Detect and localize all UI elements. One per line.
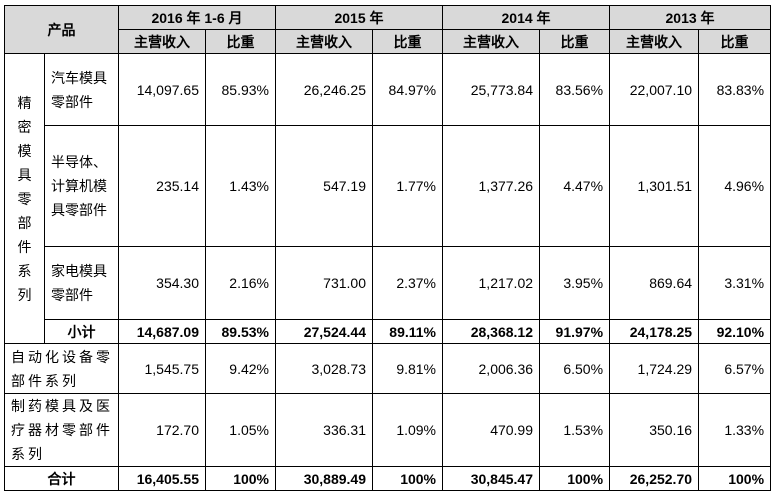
share-cell: 83.83% — [698, 53, 772, 126]
header-share: 比重 — [205, 29, 276, 54]
share-cell: 3.31% — [698, 246, 772, 320]
revenue-cell: 470.99 — [442, 393, 541, 467]
header-row-periods: 产品 2016 年 1-6 月 2015 年 2014 年 2013 年 — [4, 5, 772, 54]
header-period: 2014 年 — [442, 5, 611, 30]
share-cell: 84.97% — [371, 53, 444, 126]
revenue-cell: 27,524.44 — [275, 319, 373, 344]
revenue-cell: 14,687.09 — [118, 319, 206, 344]
revenue-cell: 1,377.26 — [442, 125, 541, 247]
share-cell: 4.96% — [698, 125, 772, 247]
share-cell: 89.11% — [371, 319, 444, 344]
revenue-cell: 354.30 — [118, 246, 206, 320]
revenue-cell: 547.19 — [275, 125, 373, 247]
header-period: 2016 年 1-6 月 — [118, 5, 276, 30]
table-row: 精密模具零部件系列 汽车模具零部件 14,097.65 85.93% 26,24… — [4, 53, 772, 344]
header-period: 2015 年 — [274, 5, 444, 30]
share-cell: 2.37% — [371, 246, 444, 320]
revenue-cell: 1,301.51 — [609, 125, 700, 247]
total-row: 合计 16,405.55 100% 30,889.49 100% 30,845.… — [4, 466, 772, 491]
revenue-cell: 336.31 — [275, 393, 373, 467]
row-label: 自动化设备零部件系列 — [4, 343, 119, 394]
row-label: 制药模具及医疗器材零部件系列 — [4, 393, 119, 467]
revenue-cell: 28,368.12 — [442, 319, 541, 344]
table-row: 自动化设备零部件系列 1,545.75 9.42% 3,028.73 9.81%… — [4, 343, 772, 394]
revenue-cell: 731.00 — [275, 246, 373, 320]
share-cell: 91.97% — [539, 319, 611, 344]
subtotal-row: 小计 14,687.09 89.53% 27,524.44 89.11% 28,… — [5, 319, 772, 344]
header-revenue: 主营收入 — [275, 29, 373, 54]
share-cell: 92.10% — [698, 319, 772, 344]
share-cell: 85.93% — [205, 53, 276, 126]
share-cell: 6.50% — [539, 343, 611, 394]
revenue-cell: 16,405.55 — [118, 466, 206, 491]
revenue-cell: 172.70 — [118, 393, 206, 467]
share-cell: 9.81% — [371, 343, 444, 394]
revenue-cell: 30,845.47 — [442, 466, 541, 491]
header-share: 比重 — [539, 29, 611, 54]
header-product: 产品 — [4, 5, 119, 54]
share-cell: 1.43% — [205, 125, 276, 247]
revenue-cell: 22,007.10 — [609, 53, 700, 126]
table-row: 制药模具及医疗器材零部件系列 172.70 1.05% 336.31 1.09%… — [4, 393, 772, 467]
share-cell: 4.47% — [539, 125, 611, 247]
share-cell: 100% — [205, 466, 276, 491]
share-cell: 2.16% — [205, 246, 276, 320]
row-label: 家电模具零部件 — [44, 246, 119, 320]
table-row: 家电模具零部件 354.30 2.16% 731.00 2.37% 1,217.… — [5, 246, 772, 320]
revenue-cell: 24,178.25 — [609, 319, 700, 344]
header-revenue: 主营收入 — [118, 29, 206, 54]
share-cell: 1.05% — [205, 393, 276, 467]
share-cell: 9.42% — [205, 343, 276, 394]
revenue-cell: 30,889.49 — [275, 466, 373, 491]
header-revenue: 主营收入 — [609, 29, 700, 54]
revenue-cell: 26,252.70 — [609, 466, 700, 491]
share-cell: 83.56% — [539, 53, 611, 126]
revenue-cell: 14,097.65 — [118, 53, 206, 126]
revenue-cell: 1,217.02 — [442, 246, 541, 320]
share-cell: 89.53% — [205, 319, 276, 344]
share-cell: 1.09% — [371, 393, 444, 467]
revenue-cell: 869.64 — [609, 246, 700, 320]
revenue-cell: 235.14 — [118, 125, 206, 247]
revenue-cell: 3,028.73 — [275, 343, 373, 394]
header-share: 比重 — [698, 29, 772, 54]
revenue-cell: 25,773.84 — [442, 53, 541, 126]
revenue-cell: 1,724.29 — [609, 343, 700, 394]
share-cell: 3.95% — [539, 246, 611, 320]
row-label: 半导体、计算机模具零部件 — [44, 125, 119, 247]
group-label-cell: 精密模具零部件系列 — [4, 53, 45, 344]
header-period: 2013 年 — [609, 5, 772, 30]
table-row: 半导体、计算机模具零部件 235.14 1.43% 547.19 1.77% 1… — [5, 125, 772, 247]
row-label: 汽车模具零部件 — [44, 53, 119, 126]
share-cell: 1.53% — [539, 393, 611, 467]
group-label: 精密模具零部件系列 — [17, 94, 32, 303]
share-cell: 100% — [539, 466, 611, 491]
revenue-cell: 26,246.25 — [275, 53, 373, 126]
revenue-cell: 1,545.75 — [118, 343, 206, 394]
revenue-cell: 350.16 — [609, 393, 700, 467]
header-row-metrics: 主营收入 比重 主营收入 比重 主营收入 比重 主营收入 比重 — [5, 29, 772, 54]
header-revenue: 主营收入 — [442, 29, 541, 54]
revenue-table: 产品 2016 年 1-6 月 2015 年 2014 年 2013 年 主营收… — [4, 5, 772, 491]
share-cell: 100% — [371, 466, 444, 491]
revenue-cell: 2,006.36 — [442, 343, 541, 394]
share-cell: 1.33% — [698, 393, 772, 467]
share-cell: 6.57% — [698, 343, 772, 394]
total-label: 合计 — [4, 466, 119, 491]
share-cell: 100% — [698, 466, 772, 491]
header-share: 比重 — [371, 29, 444, 54]
share-cell: 1.77% — [371, 125, 444, 247]
subtotal-label: 小计 — [44, 319, 119, 344]
